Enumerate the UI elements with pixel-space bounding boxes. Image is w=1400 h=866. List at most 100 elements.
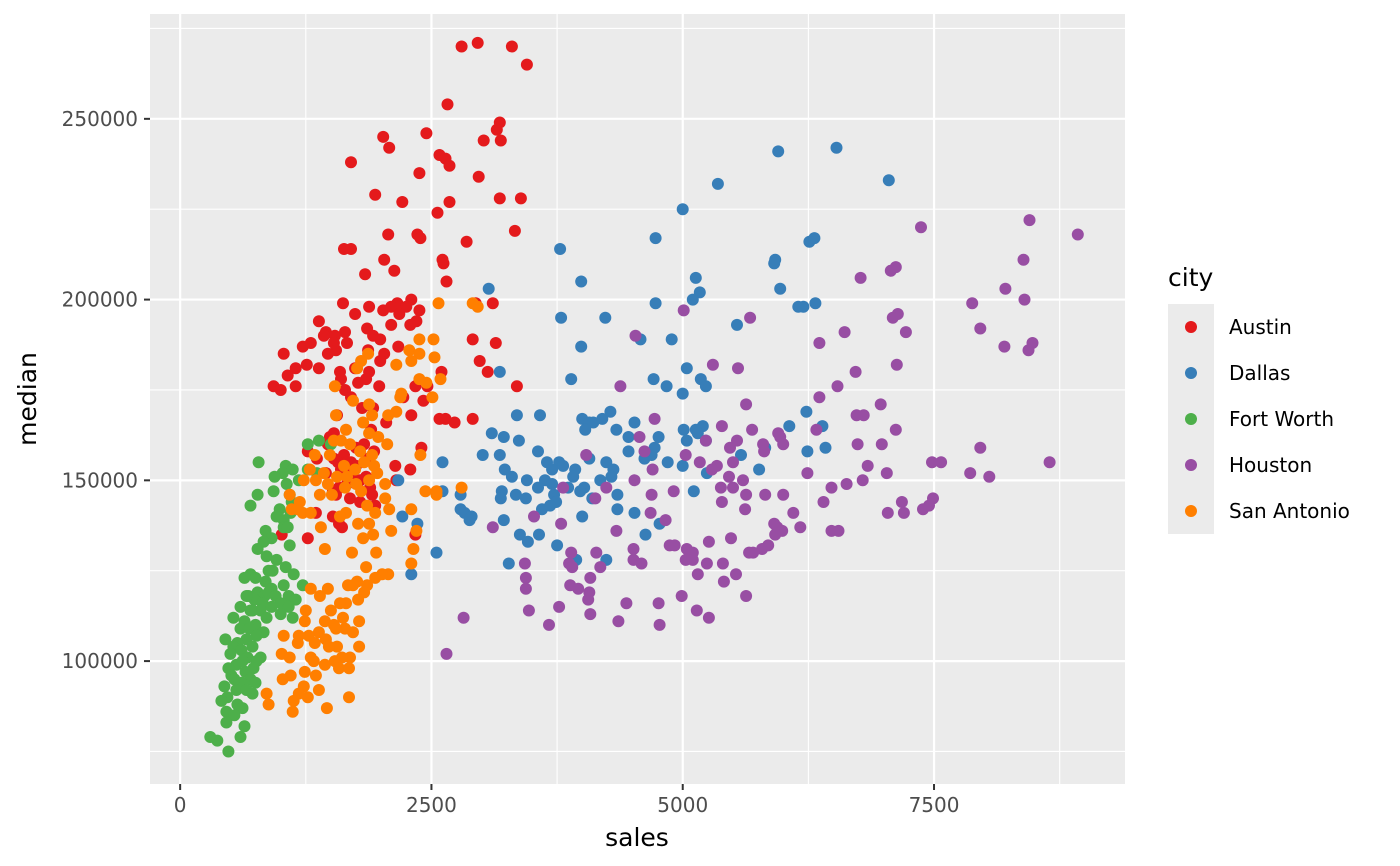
data-point-fort-worth	[286, 463, 299, 476]
data-point-san-antonio	[405, 503, 418, 516]
data-point-houston	[702, 535, 715, 548]
data-point-dallas	[579, 423, 592, 436]
data-point-san-antonio	[405, 355, 418, 367]
data-points	[204, 36, 1084, 758]
data-point-san-antonio	[314, 521, 327, 534]
data-point-dallas	[699, 380, 712, 393]
data-point-dallas	[544, 499, 557, 512]
data-point-san-antonio	[303, 463, 316, 476]
data-point-san-antonio	[276, 673, 289, 686]
data-point-houston	[677, 304, 690, 317]
data-point-houston	[522, 604, 535, 617]
data-point-san-antonio	[367, 528, 380, 541]
data-point-san-antonio	[347, 626, 359, 639]
legend-label-fort-worth: Fort Worth	[1229, 407, 1334, 431]
data-point-fort-worth	[234, 731, 247, 743]
data-point-houston	[890, 358, 903, 371]
data-point-fort-worth	[238, 571, 251, 584]
data-point-dallas	[557, 459, 570, 472]
data-point-fort-worth	[228, 709, 241, 722]
data-point-houston	[679, 449, 692, 461]
data-point-austin	[312, 315, 325, 328]
data-point-dallas	[405, 568, 418, 581]
data-point-austin	[341, 337, 353, 349]
data-point-dallas	[532, 481, 544, 494]
legend-key-san-antonio	[1185, 505, 1197, 517]
data-point-houston	[652, 597, 665, 610]
data-point-dallas	[430, 546, 443, 559]
data-point-san-antonio	[385, 524, 398, 537]
data-point-austin	[460, 235, 473, 248]
data-point-austin	[392, 340, 405, 353]
data-point-san-antonio	[369, 506, 382, 519]
data-point-san-antonio	[370, 546, 383, 559]
data-point-austin	[277, 347, 290, 360]
data-point-san-antonio	[337, 611, 349, 624]
data-point-houston	[584, 571, 597, 584]
data-point-san-antonio	[317, 467, 330, 480]
data-point-dallas	[519, 492, 532, 505]
data-point-houston	[884, 264, 897, 277]
data-point-austin	[336, 521, 348, 534]
data-point-dallas	[551, 539, 564, 552]
data-point-austin	[393, 308, 406, 320]
data-point-fort-worth	[220, 716, 233, 729]
data-point-houston	[614, 380, 627, 393]
data-point-san-antonio	[277, 629, 290, 642]
data-point-houston	[926, 456, 938, 469]
data-point-san-antonio	[324, 604, 337, 617]
data-point-dallas	[680, 362, 693, 375]
data-point-dallas	[676, 387, 689, 400]
data-point-houston	[1043, 456, 1056, 469]
data-point-fort-worth	[251, 488, 264, 501]
data-point-houston	[667, 485, 680, 498]
data-point-san-antonio	[318, 615, 331, 628]
data-point-houston	[935, 456, 948, 469]
data-point-houston	[825, 481, 838, 494]
minor-gridlines	[150, 14, 1125, 784]
data-point-austin	[373, 380, 386, 393]
data-point-austin	[443, 159, 456, 172]
data-point-houston	[644, 506, 657, 519]
data-point-houston	[610, 524, 623, 537]
data-point-san-antonio	[309, 669, 322, 682]
data-point-austin	[289, 362, 302, 375]
data-point-dallas	[649, 232, 662, 245]
series-houston	[440, 214, 1084, 660]
data-point-austin	[385, 318, 398, 331]
data-point-fort-worth	[279, 561, 292, 574]
data-point-austin	[472, 170, 485, 183]
data-point-fort-worth	[227, 611, 240, 624]
data-point-fort-worth	[249, 571, 262, 584]
data-point-fort-worth	[274, 608, 287, 621]
data-point-dallas	[819, 441, 832, 454]
data-point-houston	[440, 647, 453, 660]
data-point-san-antonio	[471, 300, 484, 313]
data-point-houston	[686, 553, 699, 566]
data-point-san-antonio	[432, 297, 445, 310]
data-point-houston	[974, 441, 987, 454]
data-point-houston	[589, 492, 602, 505]
data-point-san-antonio	[352, 517, 365, 530]
data-point-houston	[762, 539, 775, 552]
y-axis: 100000 150000 200000 250000	[62, 107, 150, 673]
data-point-fort-worth	[246, 687, 259, 700]
data-point-houston	[966, 297, 979, 310]
legend-items: Austin Dallas Fort Worth Houston San Antonio	[1185, 315, 1350, 523]
data-point-houston	[759, 488, 772, 501]
data-point-houston	[886, 311, 899, 324]
data-point-san-antonio	[313, 488, 326, 501]
data-point-houston	[565, 546, 578, 559]
data-point-dallas	[513, 528, 526, 541]
data-point-dallas	[652, 431, 665, 443]
data-point-houston	[653, 618, 666, 631]
data-point-houston	[801, 467, 814, 480]
data-point-dallas	[497, 514, 510, 527]
legend: city Austin Dallas Fort Worth Houston San An…	[1168, 263, 1350, 534]
data-point-dallas	[604, 405, 617, 418]
data-point-dallas	[493, 449, 506, 461]
data-point-dallas	[494, 492, 507, 505]
data-point-san-antonio	[328, 380, 341, 393]
legend-key-houston	[1185, 459, 1197, 471]
data-point-dallas	[502, 557, 515, 570]
